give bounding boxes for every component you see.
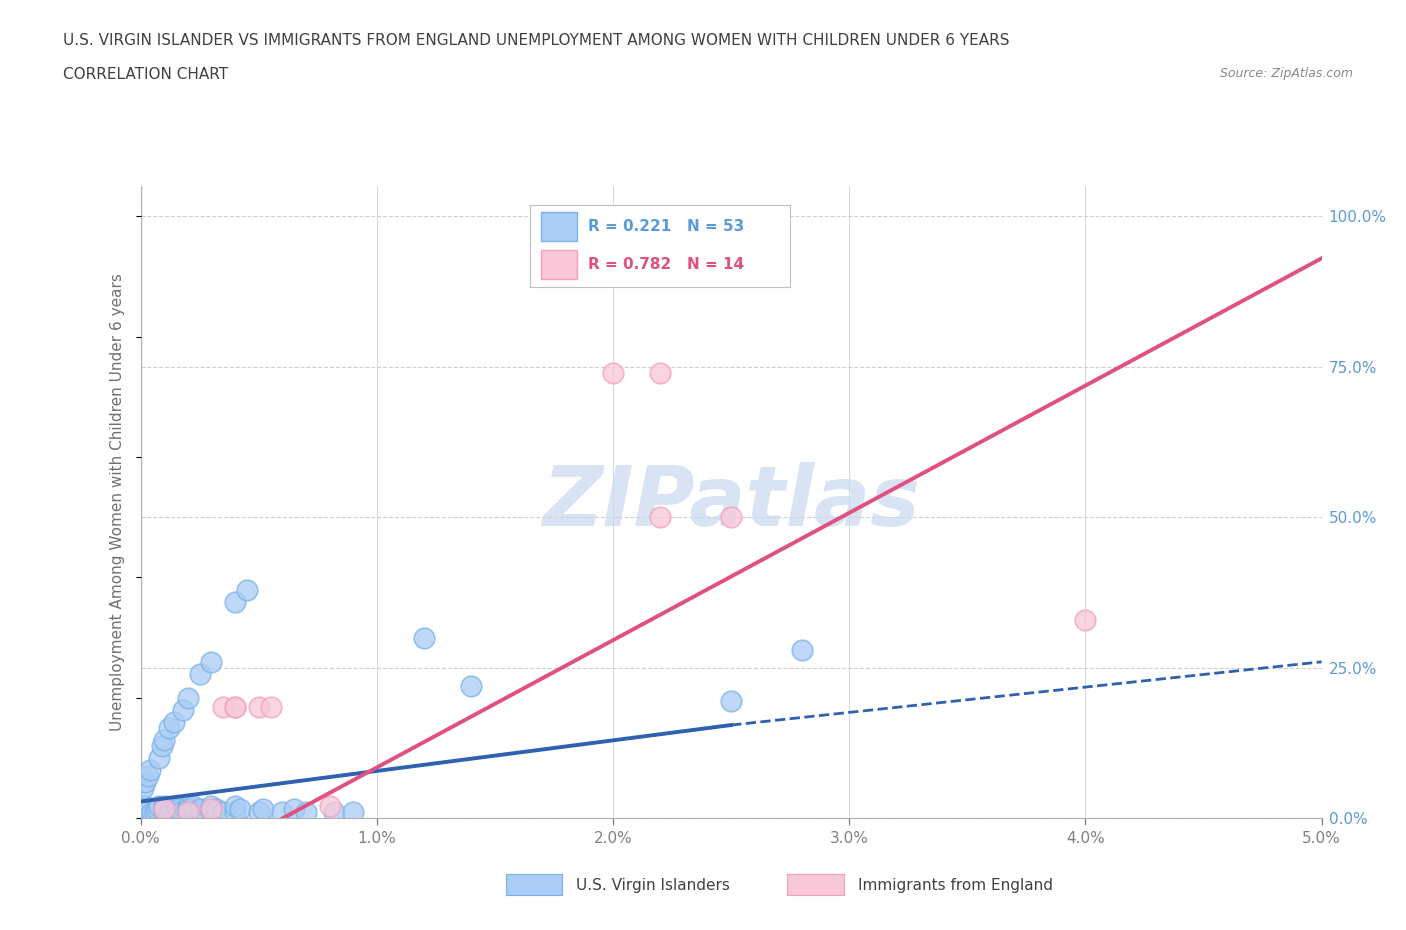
Point <box>720 510 742 525</box>
Y-axis label: Unemployment Among Women with Children Under 6 years: Unemployment Among Women with Children U… <box>110 273 125 731</box>
Point <box>224 805 246 820</box>
Point <box>136 769 159 784</box>
Point <box>163 714 186 729</box>
Point <box>259 699 281 714</box>
Point <box>134 775 156 790</box>
Point <box>132 781 155 796</box>
Point <box>318 799 340 814</box>
Point <box>139 763 162 777</box>
Point <box>157 721 180 736</box>
Point <box>200 655 222 670</box>
Point <box>177 799 200 814</box>
Point <box>148 751 170 765</box>
Point <box>177 802 200 817</box>
Text: CORRELATION CHART: CORRELATION CHART <box>63 67 228 82</box>
Point <box>247 699 270 714</box>
Point <box>205 802 228 817</box>
Text: Immigrants from England: Immigrants from England <box>858 878 1053 893</box>
Point <box>153 802 176 817</box>
Point <box>224 699 246 714</box>
Point <box>153 802 176 817</box>
Point <box>157 805 180 820</box>
Point <box>224 799 246 814</box>
Point <box>153 805 176 820</box>
Point <box>224 594 246 609</box>
Point <box>172 702 194 717</box>
Point <box>153 733 176 748</box>
Point <box>342 805 364 820</box>
Point <box>283 802 305 817</box>
Point <box>181 799 204 814</box>
Point <box>790 643 813 658</box>
Point <box>177 805 200 820</box>
Text: Source: ZipAtlas.com: Source: ZipAtlas.com <box>1219 67 1353 80</box>
Point <box>413 631 436 645</box>
Point <box>200 802 222 817</box>
Text: U.S. Virgin Islanders: U.S. Virgin Islanders <box>576 878 730 893</box>
Point <box>167 802 190 817</box>
Point <box>1074 612 1097 627</box>
Point <box>141 805 163 820</box>
Point <box>323 805 346 820</box>
Point <box>200 805 222 820</box>
Point <box>224 699 246 714</box>
Text: U.S. VIRGIN ISLANDER VS IMMIGRANTS FROM ENGLAND UNEMPLOYMENT AMONG WOMEN WITH CH: U.S. VIRGIN ISLANDER VS IMMIGRANTS FROM … <box>63 33 1010 47</box>
Point <box>153 799 176 814</box>
Point <box>177 805 200 820</box>
Point <box>720 694 742 709</box>
Point <box>148 799 170 814</box>
Point <box>136 802 159 817</box>
Point <box>460 679 482 694</box>
Point <box>650 365 672 380</box>
Text: R = 0.782   N = 14: R = 0.782 N = 14 <box>588 257 744 272</box>
Point <box>252 802 274 817</box>
Bar <box>541 212 576 241</box>
Bar <box>541 250 576 279</box>
Text: ZIPatlas: ZIPatlas <box>543 461 920 543</box>
Point <box>160 802 183 817</box>
Point <box>143 805 166 820</box>
Point <box>146 802 169 817</box>
Point <box>229 802 252 817</box>
Point <box>602 365 624 380</box>
Point <box>188 667 211 682</box>
Point <box>150 738 173 753</box>
Text: R = 0.221   N = 53: R = 0.221 N = 53 <box>588 219 744 234</box>
Point <box>650 510 672 525</box>
Point <box>188 802 211 817</box>
Point <box>212 805 235 820</box>
Point <box>170 805 193 820</box>
Point <box>134 799 156 814</box>
Point <box>247 805 270 820</box>
Point <box>295 805 318 820</box>
Point <box>200 799 222 814</box>
Point <box>165 805 187 820</box>
Point <box>236 582 259 597</box>
Point <box>212 699 235 714</box>
Point <box>177 690 200 705</box>
Point <box>271 805 294 820</box>
Point <box>165 799 187 814</box>
